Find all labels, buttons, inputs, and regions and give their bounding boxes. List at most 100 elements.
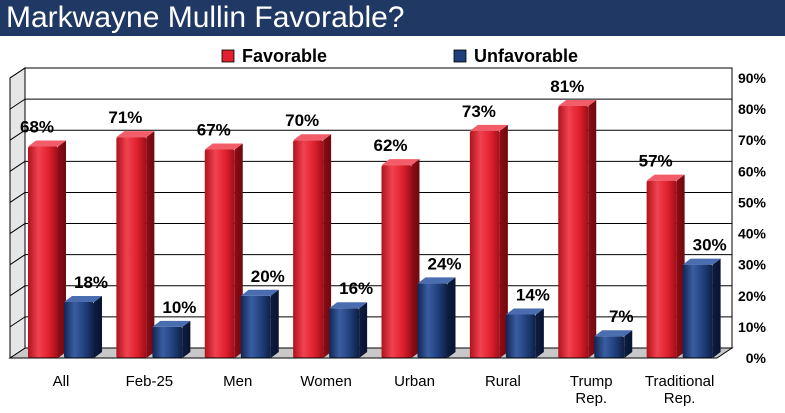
bar-side bbox=[323, 134, 332, 358]
bar-side bbox=[146, 131, 155, 358]
bar-side bbox=[270, 289, 279, 358]
x-tick-label: Rep. bbox=[575, 390, 607, 407]
y-tick-label: 50% bbox=[738, 194, 767, 210]
gridline-depth bbox=[9, 285, 26, 297]
bar-front bbox=[152, 326, 183, 358]
bar-top bbox=[116, 131, 155, 138]
bar-unfavorable bbox=[240, 289, 279, 358]
bar-top bbox=[64, 296, 102, 302]
bar-top bbox=[152, 320, 191, 327]
bar-top bbox=[240, 289, 279, 296]
x-tick-label: Rural bbox=[485, 373, 521, 390]
bar-front bbox=[469, 130, 500, 358]
legend: Favorable Unfavorable bbox=[221, 46, 578, 66]
data-label-favorable: 81% bbox=[550, 77, 584, 96]
bar-front bbox=[417, 283, 448, 358]
x-tick-label: Rep. bbox=[664, 390, 696, 407]
data-label-unfavorable: 24% bbox=[427, 254, 461, 273]
bar-favorable bbox=[293, 134, 332, 358]
page-title: Markwayne Mullin Favorable? bbox=[6, 1, 405, 34]
bar-front bbox=[381, 165, 412, 358]
x-tick-label: Trump bbox=[570, 373, 613, 390]
bar-favorable bbox=[116, 131, 155, 358]
gridline-depth bbox=[9, 223, 26, 234]
gridline-depth bbox=[9, 192, 26, 203]
y-tick-label: 20% bbox=[738, 288, 767, 304]
data-label-favorable: 68% bbox=[20, 117, 54, 136]
bar-front bbox=[64, 302, 94, 358]
bar-front bbox=[204, 149, 235, 358]
legend-swatch bbox=[221, 49, 235, 63]
legend-label: Favorable bbox=[242, 46, 327, 66]
data-label-favorable: 57% bbox=[639, 152, 673, 171]
bar-front bbox=[293, 140, 324, 358]
bar-top bbox=[558, 100, 597, 106]
bar-top bbox=[646, 174, 685, 181]
data-label-favorable: 73% bbox=[462, 102, 496, 121]
bar-front bbox=[116, 137, 147, 358]
bar-side bbox=[535, 308, 544, 358]
bar-side bbox=[182, 320, 191, 358]
bar-favorable bbox=[646, 174, 685, 358]
bar-unfavorable bbox=[682, 258, 721, 358]
legend-item-favorable: Favorable bbox=[221, 46, 327, 66]
y-tick-label: 80% bbox=[738, 101, 767, 117]
gridline-depth bbox=[9, 98, 26, 110]
bar-side bbox=[712, 258, 721, 358]
bar-side bbox=[447, 277, 456, 358]
x-tick-label: Feb-25 bbox=[126, 373, 174, 390]
bar-favorable bbox=[558, 100, 597, 358]
y-tick-label: 70% bbox=[738, 132, 767, 148]
bar-unfavorable bbox=[417, 277, 456, 358]
data-labels: 68% 18% 71% 10% 67% 20% 70% 16% 62% 24% 73% 14% 81% 7… bbox=[20, 77, 727, 326]
data-label-favorable: 67% bbox=[197, 121, 231, 140]
bar-top bbox=[293, 134, 332, 141]
bar-favorable bbox=[28, 140, 66, 358]
bar-front bbox=[240, 295, 271, 358]
data-label-favorable: 71% bbox=[108, 108, 142, 127]
y-tick-label: 30% bbox=[738, 257, 767, 273]
bar-side bbox=[588, 100, 597, 358]
data-label-unfavorable: 10% bbox=[162, 298, 196, 317]
bar-top bbox=[28, 140, 66, 147]
bar-side bbox=[499, 124, 508, 358]
bar-top bbox=[329, 302, 368, 309]
x-tick-label: All bbox=[53, 373, 70, 390]
bar-unfavorable bbox=[505, 308, 544, 358]
y-tick-label: 60% bbox=[738, 163, 767, 179]
y-tick-label: 0% bbox=[746, 350, 767, 366]
bars bbox=[28, 100, 721, 358]
gridline-depth bbox=[9, 254, 26, 266]
x-tick-label: Traditional bbox=[645, 373, 714, 390]
bar-top bbox=[381, 159, 420, 166]
bar-top bbox=[204, 143, 243, 150]
bar-favorable bbox=[204, 143, 243, 358]
bar-side bbox=[624, 330, 633, 358]
gridline-depth bbox=[9, 316, 26, 328]
bar-front bbox=[505, 314, 536, 358]
bar-top bbox=[594, 330, 633, 337]
bar-front bbox=[594, 336, 625, 358]
bar-favorable bbox=[381, 159, 420, 358]
legend-swatch bbox=[453, 49, 467, 63]
gridline-depth bbox=[9, 67, 26, 79]
y-tick-label: 10% bbox=[738, 319, 767, 335]
bar-top bbox=[505, 308, 544, 315]
data-label-unfavorable: 30% bbox=[693, 236, 727, 255]
bar-front bbox=[682, 264, 713, 358]
data-label-unfavorable: 16% bbox=[339, 279, 373, 298]
bar-front bbox=[329, 308, 360, 358]
bar-front bbox=[28, 146, 58, 358]
bar-unfavorable bbox=[64, 296, 102, 358]
y-tick-label: 40% bbox=[738, 226, 767, 242]
bar-unfavorable bbox=[152, 320, 191, 358]
bar-front bbox=[646, 180, 677, 358]
x-tick-label: Men bbox=[223, 373, 252, 390]
y-tick-label: 90% bbox=[738, 70, 767, 86]
bar-side bbox=[359, 302, 368, 358]
axes: 0% 10% 20% 30% 40% 50% 60% 70% 80% 90% All Feb-25 Me… bbox=[10, 68, 767, 407]
bar-unfavorable bbox=[329, 302, 368, 358]
title-bar: Markwayne Mullin Favorable? bbox=[0, 0, 785, 36]
bar-favorable bbox=[469, 124, 508, 358]
